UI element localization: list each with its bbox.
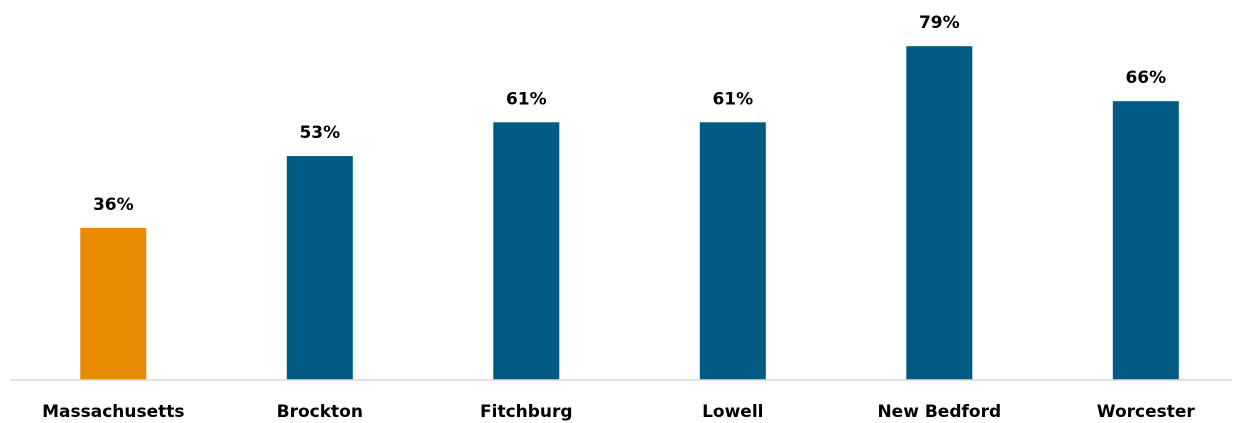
value-label-new-bedford: 79% [919,13,960,33]
bar-massachusetts [80,227,147,380]
category-label-brockton: Brockton [277,402,363,422]
labels-group: 36% Massachusetts 53% Brockton 61% Fitchburg 6… [42,13,1195,422]
bar-new-bedford [906,46,973,380]
category-label-worcester: Worcester [1097,402,1196,422]
value-label-worcester: 66% [1125,68,1166,88]
category-label-new-bedford: New Bedford [877,402,1001,422]
category-label-lowell: Lowell [702,402,763,422]
bar-brockton [286,156,353,380]
category-label-fitchburg: Fitchburg [480,402,573,422]
value-label-fitchburg: 61% [506,89,547,109]
bar-worcester [1112,101,1179,380]
value-label-massachusetts: 36% [93,195,134,215]
bar-lowell [699,122,766,381]
bars-group [80,46,1179,381]
value-label-lowell: 61% [712,89,753,109]
bar-fitchburg [493,122,560,381]
value-label-brockton: 53% [299,123,340,143]
category-label-massachusetts: Massachusetts [42,402,184,422]
